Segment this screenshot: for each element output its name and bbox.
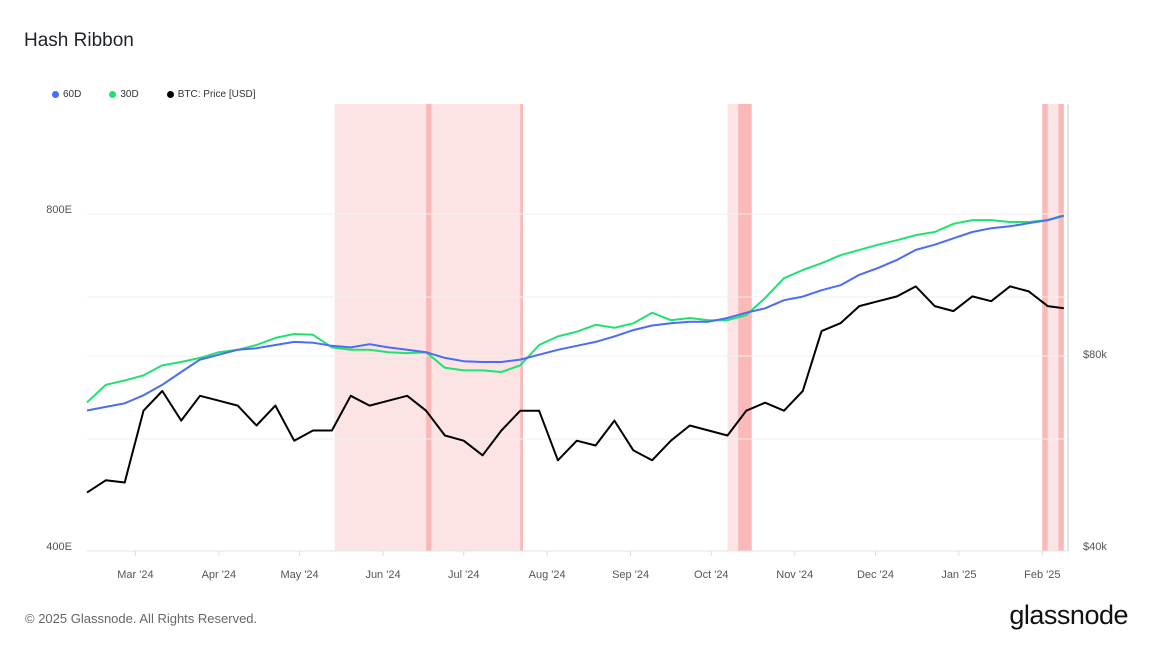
legend-dot-icon [166, 91, 174, 98]
legend-label: BTC: Price [USD] [177, 89, 256, 100]
legend: 60D 30D BTC: Price [USD] [52, 89, 284, 100]
x-tick-label: May '24 [280, 569, 318, 581]
x-tick-label: Jun '24 [365, 569, 400, 581]
line-btc-price [86, 285, 1064, 494]
glassnode-logo: glassnode [1009, 600, 1128, 630]
x-tick-label: Apr '24 [202, 569, 237, 581]
legend-label: 60D [63, 89, 82, 100]
capitulation-band [1058, 104, 1064, 551]
capitulation-band [520, 104, 523, 551]
x-tick-label: Sep '24 [612, 569, 649, 581]
capitulation-band [738, 104, 752, 551]
x-tick-label: Mar '24 [117, 569, 153, 581]
legend-label: 30D [120, 89, 139, 100]
capitulation-bands [334, 104, 1064, 551]
y-left-tick-label: 400E [46, 541, 72, 553]
legend-item-60d[interactable]: 60D [52, 89, 81, 100]
chart-title: Hash Ribbon [24, 30, 134, 51]
capitulation-band [426, 104, 432, 551]
y-right-tick-label: $40k [1083, 541, 1107, 553]
capitulation-band [1042, 104, 1048, 551]
line-60d [86, 214, 1065, 412]
gridlines [87, 213, 1068, 440]
y-left-tick-label: 800E [46, 204, 72, 216]
legend-item-price[interactable]: BTC: Price [USD] [166, 89, 256, 100]
x-tick-label: Oct '24 [694, 569, 729, 581]
x-tick-label: Jan '25 [941, 569, 976, 581]
legend-dot-icon [52, 91, 59, 98]
x-tick-label: Feb '25 [1024, 569, 1060, 581]
x-tick-label: Dec '24 [857, 569, 894, 581]
axes: Mar '24 Apr '24 May '24 Jun '24 Jul '24 Aug '… [46, 104, 1107, 581]
legend-item-30d[interactable]: 30D [109, 89, 139, 100]
series-lines [86, 214, 1065, 494]
legend-dot-icon [109, 91, 117, 98]
x-tick-label: Nov '24 [776, 569, 813, 581]
line-30d [86, 214, 1065, 404]
y-right-tick-label: $80k [1083, 349, 1107, 361]
x-tick-label: Aug '24 [529, 569, 566, 581]
x-tick-label: Jul '24 [448, 569, 479, 581]
copyright-footer: © 2025 Glassnode. All Rights Reserved. [25, 611, 258, 626]
